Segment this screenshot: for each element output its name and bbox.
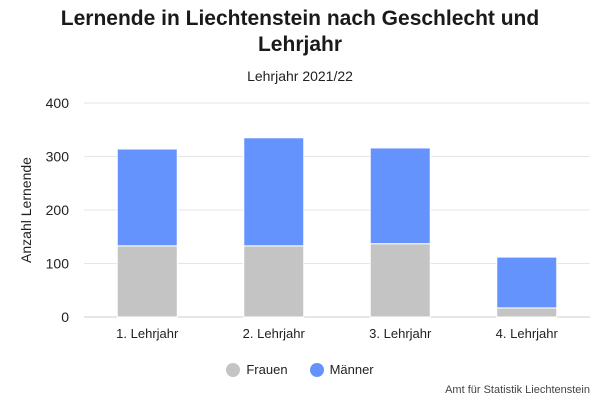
legend-swatch (309, 362, 324, 377)
y-axis-label: Anzahl Lernende (18, 157, 34, 263)
y-tick-label: 100 (46, 256, 70, 272)
x-axis-ticks: 1. Lehrjahr 2. Lehrjahr 3. Lehrjahr 4. Lehr… (116, 326, 558, 341)
legend-label: Frauen (246, 362, 288, 377)
y-tick-label: 0 (61, 309, 69, 325)
bar-m-nner (496, 256, 558, 309)
legend-label: Männer (329, 362, 374, 377)
y-tick-label: 300 (46, 149, 70, 165)
y-tick-label: 400 (46, 95, 70, 111)
bar-frauen (496, 307, 558, 318)
bars (116, 137, 558, 318)
legend-swatch (226, 362, 241, 377)
legend-item[interactable]: Frauen (226, 362, 288, 377)
bar-frauen (369, 243, 431, 318)
bar-frauen (243, 245, 305, 318)
legend: Frauen Männer (0, 362, 600, 377)
y-tick-label: 200 (46, 202, 70, 218)
legend-item[interactable]: Männer (309, 362, 374, 377)
source-credit: Amt für Statistik Liechtenstein (445, 384, 590, 396)
x-tick-label: 2. Lehrjahr (243, 326, 306, 341)
bar-m-nner (369, 147, 431, 245)
x-tick-label: 3. Lehrjahr (369, 326, 432, 341)
bar-m-nner (116, 148, 178, 247)
x-tick-label: 1. Lehrjahr (116, 326, 179, 341)
chart-title: Lernende in Liechtenstein nach Geschlech… (60, 7, 540, 56)
chart-subtitle: Lehrjahr 2021/22 (247, 68, 353, 84)
y-axis-ticks: 0 100 200 300 400 (46, 95, 70, 325)
x-tick-label: 4. Lehrjahr (496, 326, 559, 341)
bar-frauen (116, 245, 178, 318)
bar-m-nner (243, 137, 305, 247)
